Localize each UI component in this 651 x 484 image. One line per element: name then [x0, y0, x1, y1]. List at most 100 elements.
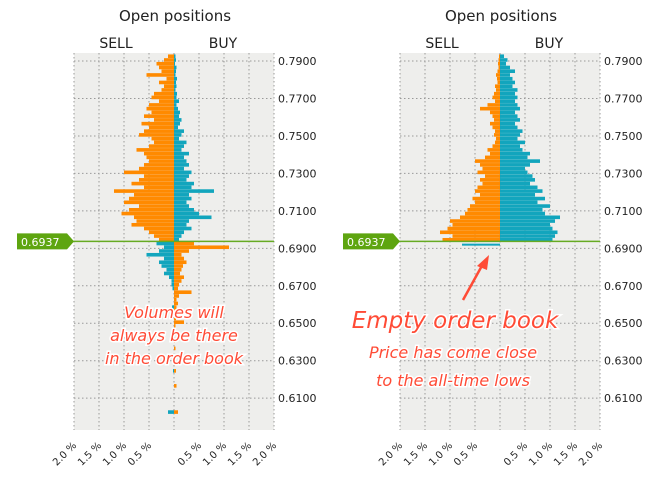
y-tick-label: 0.7100: [278, 205, 317, 218]
left-volume-bar: [496, 73, 500, 77]
left-volume-bar: [480, 106, 500, 111]
left-volume-bar: [482, 166, 500, 171]
left-volume-bar: [124, 200, 174, 205]
left-volume-bar: [467, 208, 500, 212]
right-volume-bar: [500, 208, 543, 212]
left-volume-bar: [146, 106, 174, 111]
right-volume-bar: [500, 219, 555, 223]
left-volume-bar: [496, 136, 500, 141]
annotation-line: to the all-time lows: [376, 371, 530, 390]
left-volume-bar: [171, 279, 174, 283]
left-volume-bar: [171, 282, 174, 287]
current-price-label: 0.6937: [347, 236, 386, 249]
left-volume-bar: [144, 185, 174, 190]
right-volume-bar: [500, 166, 525, 171]
left-volume-bar: [164, 245, 174, 250]
x-tick-label: 1.5 %: [76, 440, 104, 468]
right-volume-bar: [174, 297, 177, 302]
right-volume-bar: [500, 234, 555, 238]
left-volume-bar: [490, 110, 500, 115]
right-volume-bar: [174, 136, 179, 141]
right-volume-bar: [500, 106, 520, 111]
y-tick-label: 0.6100: [278, 392, 317, 405]
right-volume-bar: [500, 159, 540, 163]
y-tick-label: 0.7900: [278, 55, 317, 68]
left-volume-bar: [144, 163, 174, 167]
right-volume-bar: [500, 144, 520, 148]
left-volume-bar: [146, 155, 174, 160]
left-volume-bar: [492, 95, 500, 100]
annotation-line: in the order book: [105, 349, 244, 368]
left-volume-bar: [462, 243, 500, 246]
x-tick-label: 1.0 %: [427, 440, 455, 468]
y-tick-label: 0.7500: [278, 130, 317, 143]
right-volume-bar: [174, 282, 179, 287]
x-tick-label: 0.5 %: [176, 440, 204, 468]
right-volume-bar: [174, 222, 187, 227]
right-volume-bar: [174, 271, 180, 276]
x-tick-label: 2.0 %: [577, 440, 605, 468]
x-tick-label: 0.5 %: [502, 440, 530, 468]
left-volume-bar: [495, 129, 500, 133]
right-volume-bar: [174, 125, 178, 130]
right-volume-bar: [174, 155, 184, 160]
y-tick-label: 0.6300: [278, 355, 317, 368]
left-volume-bar: [161, 69, 174, 74]
chart-title: Open positions: [445, 7, 557, 25]
left-volume-bar: [129, 196, 174, 201]
right-volume-bar: [174, 58, 176, 62]
right-volume-bar: [174, 151, 189, 156]
y-tick-label: 0.7300: [604, 167, 643, 180]
y-tick-label: 0.6900: [604, 242, 643, 255]
y-tick-label: 0.7900: [604, 55, 643, 68]
left-volume-bar: [495, 140, 500, 145]
right-volume-bar: [174, 230, 184, 235]
right-volume-bar: [500, 174, 533, 178]
y-tick-label: 0.6500: [604, 317, 643, 330]
x-tick-label: 2.0 %: [377, 440, 405, 468]
right-volume-bar: [174, 88, 176, 92]
left-volume-bar: [154, 118, 174, 122]
left-volume-bar: [496, 88, 500, 92]
right-volume-bar: [500, 76, 513, 81]
left-volume-bar: [164, 58, 174, 62]
left-volume-bar: [144, 114, 174, 118]
left-volume-bar: [159, 80, 174, 85]
x-tick-label: 1.0 %: [527, 440, 555, 468]
left-volume-bar: [136, 219, 174, 223]
right-volume-bar: [500, 200, 538, 205]
right-volume-bar: [174, 275, 184, 280]
right-volume-bar: [174, 211, 199, 216]
y-tick-label: 0.6100: [604, 392, 643, 405]
left-volume-bar: [121, 211, 174, 216]
left-volume-bar: [487, 103, 500, 107]
right-volume-bar: [174, 65, 177, 70]
left-volume-bar: [154, 140, 174, 145]
left-volume-bar: [442, 237, 500, 242]
right-volume-bar: [174, 256, 184, 261]
x-tick-label: 0.5 %: [126, 440, 154, 468]
annotation-title: Empty order book: [352, 308, 560, 334]
right-volume-bar: [174, 264, 183, 268]
left-volume-bar: [124, 170, 174, 175]
right-volume-bar: [174, 84, 177, 88]
right-volume-bar: [174, 208, 194, 212]
y-tick-label: 0.7500: [604, 130, 643, 143]
annotation-line: Price has come close: [369, 343, 537, 362]
right-volume-bar: [500, 84, 513, 88]
right-volume-bar: [174, 196, 192, 201]
left-volume-bar: [480, 193, 500, 197]
right-volume-bar: [500, 133, 520, 137]
left-volume-bar: [497, 80, 500, 85]
current-price-label: 0.6937: [21, 236, 60, 249]
right-volume-bar: [500, 148, 523, 152]
left-volume-bar: [452, 222, 500, 227]
right-volume-bar: [174, 121, 180, 126]
right-volume-bar: [500, 58, 508, 62]
x-tick-label: 1.0 %: [201, 440, 229, 468]
right-volume-bar: [174, 178, 187, 182]
right-volume-bar: [174, 106, 178, 111]
left-volume-bar: [134, 193, 174, 197]
y-tick-label: 0.6700: [278, 280, 317, 293]
left-volume-bar: [495, 84, 500, 88]
